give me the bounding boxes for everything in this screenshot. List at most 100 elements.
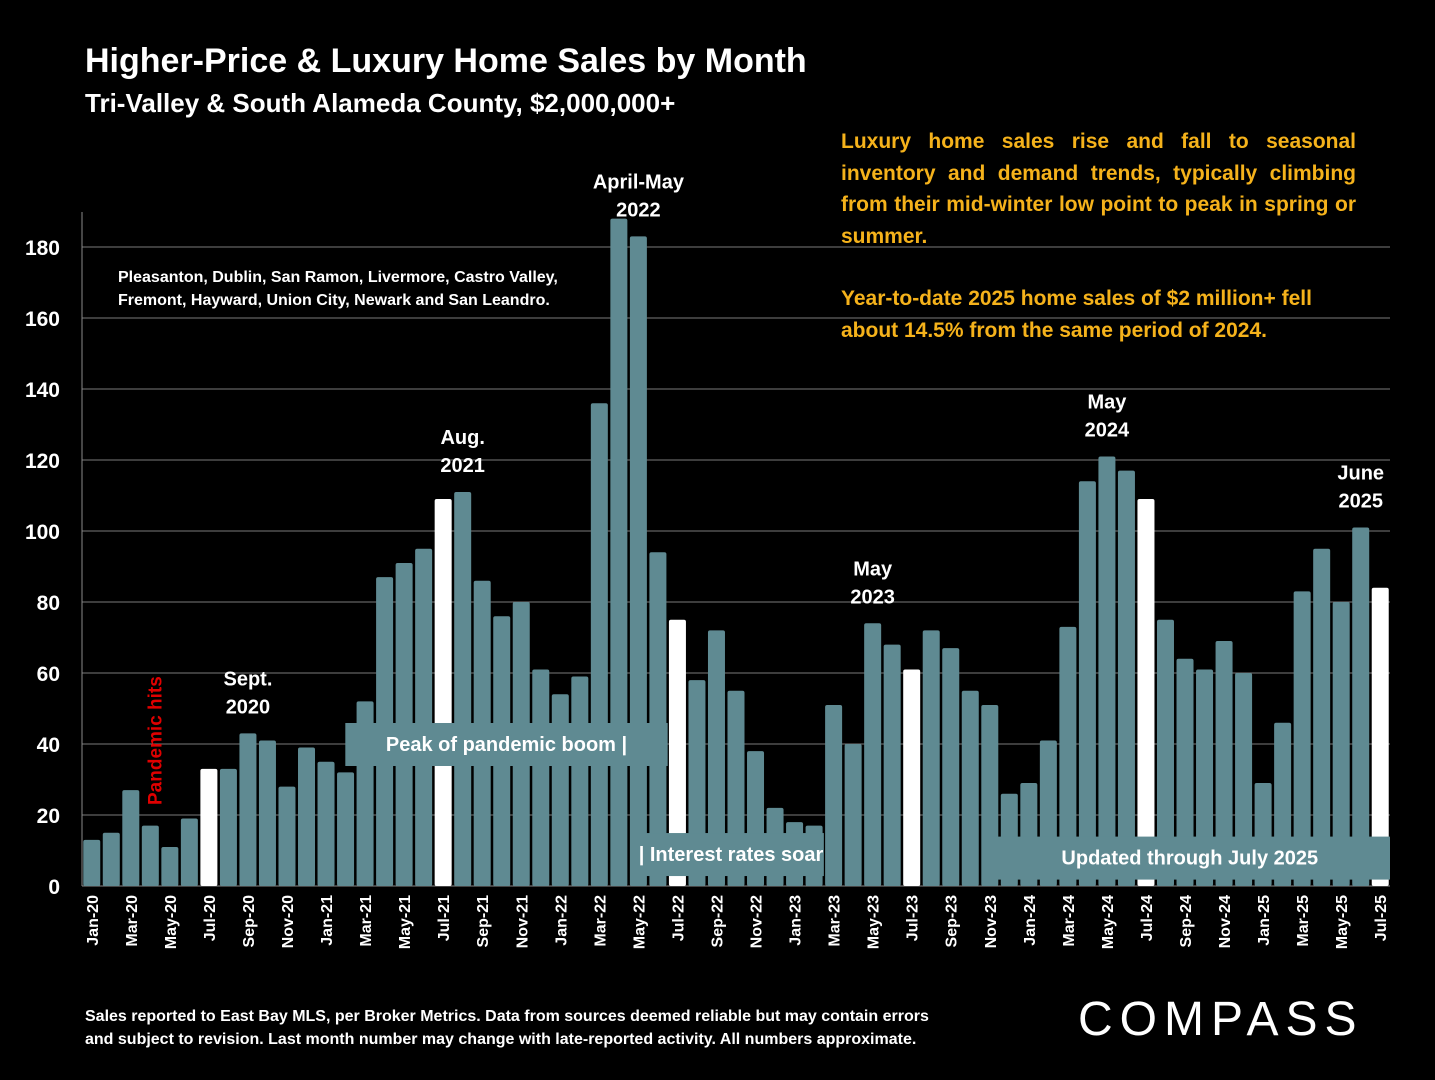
bar [1117, 470, 1135, 886]
bar [1196, 669, 1214, 886]
bar [961, 690, 979, 886]
bar [1156, 619, 1174, 886]
bar [239, 733, 257, 886]
y-tick-label: 20 [37, 805, 60, 828]
x-tick-label: Jul-24 [1139, 895, 1156, 941]
x-tick-label: Sep-23 [944, 895, 961, 948]
x-tick-label: Jan-21 [319, 895, 336, 946]
bar [864, 623, 882, 886]
bar [629, 236, 647, 887]
x-tick-label: Mar-20 [124, 895, 141, 947]
x-tick-label: Mar-21 [358, 895, 375, 947]
peak-annotation-label: 2025 [1338, 490, 1383, 512]
bar [825, 704, 843, 886]
callout-box [989, 836, 1390, 880]
cities-note: Pleasanton, Dublin, San Ramon, Livermore… [118, 266, 558, 312]
x-tick-label: Jul-23 [905, 895, 922, 941]
callout-label: | Interest rates soar [639, 844, 824, 866]
x-tick-label: Nov-21 [514, 895, 531, 948]
x-tick-label: May-20 [163, 895, 180, 949]
bar [942, 648, 960, 886]
bar [1098, 456, 1116, 886]
y-tick-label: 120 [25, 450, 60, 473]
peak-annotation-label: April-May [593, 171, 685, 193]
x-tick-label: Jul-20 [202, 895, 219, 941]
bar-highlight [200, 768, 218, 886]
callout-label: Updated through July 2025 [1061, 848, 1318, 870]
bar [883, 644, 901, 886]
cities-line-2: Fremont, Hayward, Union City, Newark and… [118, 292, 550, 309]
bar [1293, 591, 1311, 886]
insight-paragraph-1: Luxury home sales rise and fall to seaso… [841, 130, 1356, 248]
bar [298, 747, 316, 886]
bar [610, 218, 628, 887]
peak-annotation-label: May [853, 558, 893, 580]
y-tick-label: 0 [48, 876, 60, 899]
bar [1059, 626, 1077, 886]
callout-box [638, 833, 824, 877]
bar [122, 790, 140, 886]
chart-title: Higher-Price & Luxury Home Sales by Mont… [85, 42, 807, 80]
peak-annotation-label: 2023 [850, 586, 895, 608]
bar [844, 744, 862, 886]
x-tick-label: Mar-24 [1061, 895, 1078, 947]
peak-annotation-label: 2020 [226, 696, 271, 718]
bar-highlight [1137, 499, 1155, 886]
bar [1215, 641, 1233, 886]
bar [141, 825, 159, 886]
bar-highlight [903, 669, 921, 886]
bar [258, 740, 276, 886]
x-tick-label: May-25 [1334, 895, 1351, 949]
bar [1332, 602, 1350, 886]
bar [1176, 658, 1194, 886]
peak-annotation-label: 2021 [440, 455, 485, 477]
bar [1352, 527, 1370, 886]
x-tick-label: Sep-20 [241, 895, 258, 948]
bar [454, 491, 472, 886]
x-tick-label: Nov-24 [1217, 895, 1234, 948]
peak-annotation-label: June [1337, 462, 1384, 484]
x-tick-label: Jan-24 [1022, 895, 1039, 946]
bar [180, 818, 198, 886]
bar [1235, 673, 1253, 886]
x-tick-label: Jul-21 [436, 895, 453, 941]
bar [922, 630, 940, 886]
bar [317, 761, 335, 886]
bar-highlight [434, 499, 452, 886]
x-tick-label: Jan-20 [85, 895, 102, 946]
x-tick-label: Jul-25 [1373, 895, 1390, 941]
y-tick-label: 60 [37, 663, 60, 686]
x-tick-label: Sep-22 [709, 895, 726, 948]
peak-annotation-label: 2024 [1085, 419, 1130, 441]
x-tick-label: Mar-23 [827, 895, 844, 947]
bar-highlight [668, 619, 686, 886]
x-tick-label: Sep-21 [475, 895, 492, 948]
callout-box [345, 723, 668, 766]
x-tick-label: Jan-22 [553, 895, 570, 946]
insight-paragraph-2: Year-to-date 2025 home sales of $2 milli… [841, 287, 1312, 342]
x-tick-label: Mar-25 [1295, 895, 1312, 947]
y-tick-label: 80 [37, 592, 60, 615]
compass-logo: COMPASS [1078, 993, 1364, 1046]
x-tick-label: Jul-22 [670, 895, 687, 941]
x-tick-label: Sep-24 [1178, 895, 1195, 948]
x-tick-label: Nov-22 [749, 895, 766, 948]
callout-label: Peak of pandemic boom | [386, 734, 627, 756]
bar [1313, 548, 1331, 886]
chart-subtitle: Tri-Valley & South Alameda County, $2,00… [85, 88, 676, 118]
footnote-line-1: Sales reported to East Bay MLS, per Brok… [85, 1008, 929, 1025]
bar [102, 832, 120, 886]
bar [415, 548, 433, 886]
bar-highlight [1371, 587, 1389, 886]
x-tick-label: Mar-22 [592, 895, 609, 947]
bar [83, 839, 101, 886]
bar [707, 630, 725, 886]
x-tick-label: Jan-23 [788, 895, 805, 946]
x-tick-label: May-24 [1100, 895, 1117, 949]
y-tick-label: 100 [25, 521, 60, 544]
bar [219, 768, 237, 886]
bar [571, 676, 589, 886]
bar [161, 846, 179, 886]
x-tick-label: Nov-23 [983, 895, 1000, 948]
